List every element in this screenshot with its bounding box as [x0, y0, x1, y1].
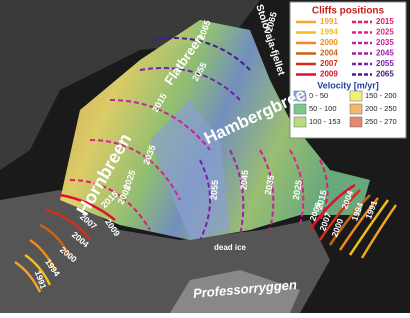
legend-label: 1991: [320, 17, 338, 26]
legend-box: [289, 1, 407, 139]
legend: Cliffs positions Velocity [m/yr]: [289, 1, 407, 139]
terrain: [170, 270, 300, 313]
legend-label: 0 - 50: [309, 91, 328, 100]
legend-label: 2015: [376, 17, 394, 26]
legend-label: 2007: [320, 59, 338, 68]
legend-label: 150 - 200: [365, 91, 397, 100]
legend-swatch: [293, 90, 307, 102]
legend-label: 2000: [320, 38, 338, 47]
legend-label: 100 - 153: [309, 117, 341, 126]
legend-swatch: [349, 103, 363, 115]
contour-label: 2045: [239, 170, 251, 191]
legend-label: 1994: [320, 28, 338, 37]
legend-label: 250 - 270: [365, 117, 397, 126]
legend-label: 2025: [376, 28, 394, 37]
legend-title: Cliffs positions: [312, 6, 385, 17]
contours: [69, 37, 329, 241]
legend-label: 2004: [320, 49, 338, 58]
legend-swatch: [349, 90, 363, 102]
legend-swatch: [293, 116, 307, 128]
legend-swatch: [293, 103, 307, 115]
legend-title: Velocity [m/yr]: [317, 80, 379, 90]
cliffs: [14, 183, 398, 293]
legend-label: 2035: [376, 38, 394, 47]
legend-label: 50 - 100: [309, 104, 337, 113]
glacier: [60, 20, 370, 240]
legend-label: 2045: [376, 49, 394, 58]
legend-label: 200 - 250: [365, 104, 397, 113]
contour-label: 2035: [263, 174, 276, 195]
glacier-slow: [150, 100, 230, 240]
legend-swatch: [349, 116, 363, 128]
contour-label: 2025: [291, 179, 304, 200]
legend-label: 2055: [376, 59, 394, 68]
legend-label: 2065: [376, 70, 394, 79]
place-label: dead ice: [214, 243, 247, 252]
legend-label: 2009: [320, 70, 338, 79]
contour-label: 2055: [209, 180, 221, 201]
